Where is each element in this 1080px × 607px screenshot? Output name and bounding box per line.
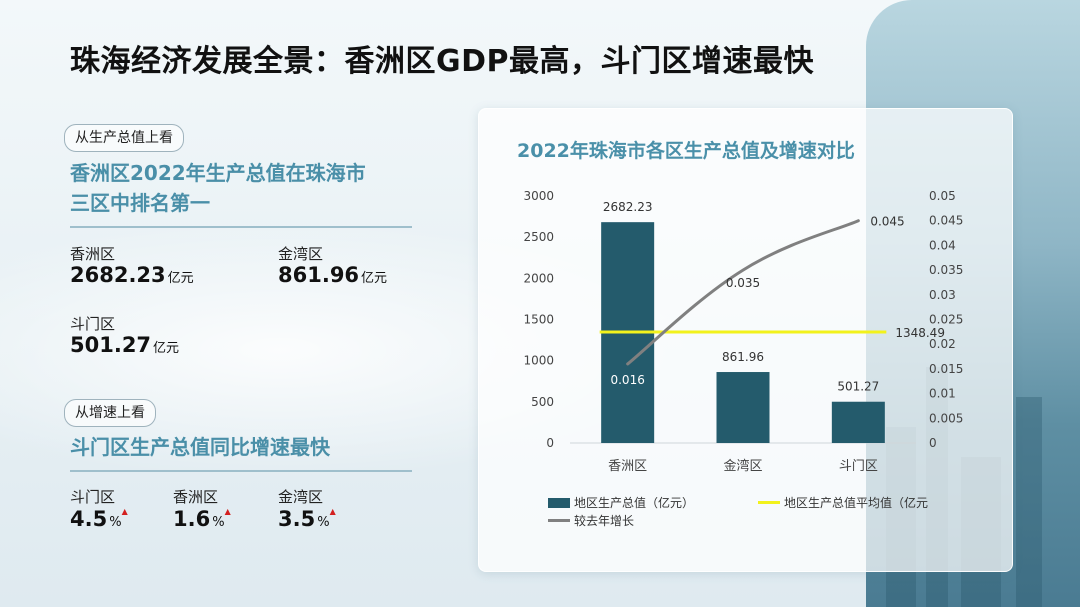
y-left-tick-label: 1500	[523, 313, 554, 327]
y-right-tick-label: 0.05	[929, 189, 956, 203]
growth-value-label: 0.016	[610, 373, 644, 387]
growth-line	[626, 219, 860, 366]
legend-swatch-growth	[548, 519, 570, 522]
chart-title: 2022年珠海市各区生产总值及增速对比	[517, 140, 855, 162]
gdp-stat-label-jinwan: 金湾区	[278, 245, 324, 263]
growth-stat-label-doumen: 斗门区	[70, 488, 116, 506]
chart-card	[478, 108, 1013, 572]
bar-2	[831, 401, 885, 443]
y-right-tick-label: 0.015	[929, 362, 963, 376]
legend-item-average: 地区生产总值平均值（亿元	[758, 494, 928, 511]
gdp-stat-value-xiangzhou: 2682.23 亿元	[70, 263, 194, 287]
gdp-stat-label-doumen: 斗门区	[70, 315, 116, 333]
growth-value-label: 0.035	[726, 276, 760, 290]
bar-value-label: 2682.23	[603, 200, 653, 214]
gdp-heading-line2: 三区中排名第一	[70, 191, 210, 215]
legend-swatch-gdp	[548, 497, 570, 508]
y-right-tick-label: 0.03	[929, 288, 956, 302]
y-right-tick-label: 0.005	[929, 411, 963, 425]
up-arrow-icon: ▲	[121, 507, 128, 516]
y-left-tick-label: 3000	[523, 189, 554, 203]
y-right-tick-label: 0.01	[929, 387, 956, 401]
x-category-label: 香洲区	[608, 459, 647, 474]
up-arrow-icon: ▲	[224, 507, 231, 516]
growth-heading: 斗门区生产总值同比增速最快	[70, 435, 330, 459]
growth-stat-label-xiangzhou: 香洲区	[173, 488, 219, 506]
legend-item-growth: 较去年增长	[548, 512, 634, 529]
legend-swatch-average	[758, 501, 780, 504]
growth-divider	[70, 470, 412, 472]
bar-value-label: 861.96	[722, 350, 764, 364]
gdp-stat-value-doumen: 501.27 亿元	[70, 333, 180, 357]
bar-value-label: 501.27	[837, 380, 879, 394]
legend-item-gdp: 地区生产总值（亿元）	[548, 494, 694, 511]
gdp-stat-value-jinwan: 861.96 亿元	[278, 263, 388, 287]
y-right-tick-label: 0.04	[929, 238, 956, 252]
y-left-tick-label: 2500	[523, 230, 554, 244]
legend-label-growth: 较去年增长	[574, 514, 635, 528]
growth-stat-label-jinwan: 金湾区	[278, 488, 324, 506]
y-left-tick-label: 1000	[523, 354, 554, 368]
growth-section-pill: 从增速上看	[64, 399, 156, 427]
y-right-tick-label: 0.035	[929, 263, 963, 277]
gdp-section-pill: 从生产总值上看	[64, 124, 184, 152]
up-arrow-icon: ▲	[329, 507, 336, 516]
gdp-divider	[70, 226, 412, 228]
gdp-heading-line1: 香洲区2022年生产总值在珠海市	[70, 161, 366, 185]
growth-stat-value-xiangzhou: 1.6 %▲	[173, 507, 231, 531]
average-value-label: 1348.49	[895, 326, 945, 340]
y-left-tick-label: 500	[531, 395, 554, 409]
legend-label-average: 地区生产总值平均值（亿元	[784, 496, 929, 510]
y-right-tick-label: 0.02	[929, 337, 956, 351]
y-right-tick-label: 0.045	[929, 214, 963, 228]
legend-label-gdp: 地区生产总值（亿元）	[574, 496, 695, 510]
y-left-tick-label: 0	[546, 436, 554, 450]
gdp-stat-label-xiangzhou: 香洲区	[70, 245, 116, 263]
page-title: 珠海经济发展全景：香洲区GDP最高，斗门区增速最快	[70, 44, 815, 79]
x-category-label: 金湾区	[723, 458, 762, 474]
bar-1	[716, 372, 770, 443]
growth-value-label: 0.045	[870, 215, 904, 229]
y-right-tick-label: 0.025	[929, 313, 963, 327]
y-left-tick-label: 2000	[523, 271, 554, 285]
growth-stat-value-jinwan: 3.5 %▲	[278, 507, 336, 531]
x-category-label: 斗门区	[839, 459, 878, 474]
y-right-tick-label: 0	[929, 436, 937, 450]
growth-stat-value-doumen: 4.5 %▲	[70, 507, 128, 531]
